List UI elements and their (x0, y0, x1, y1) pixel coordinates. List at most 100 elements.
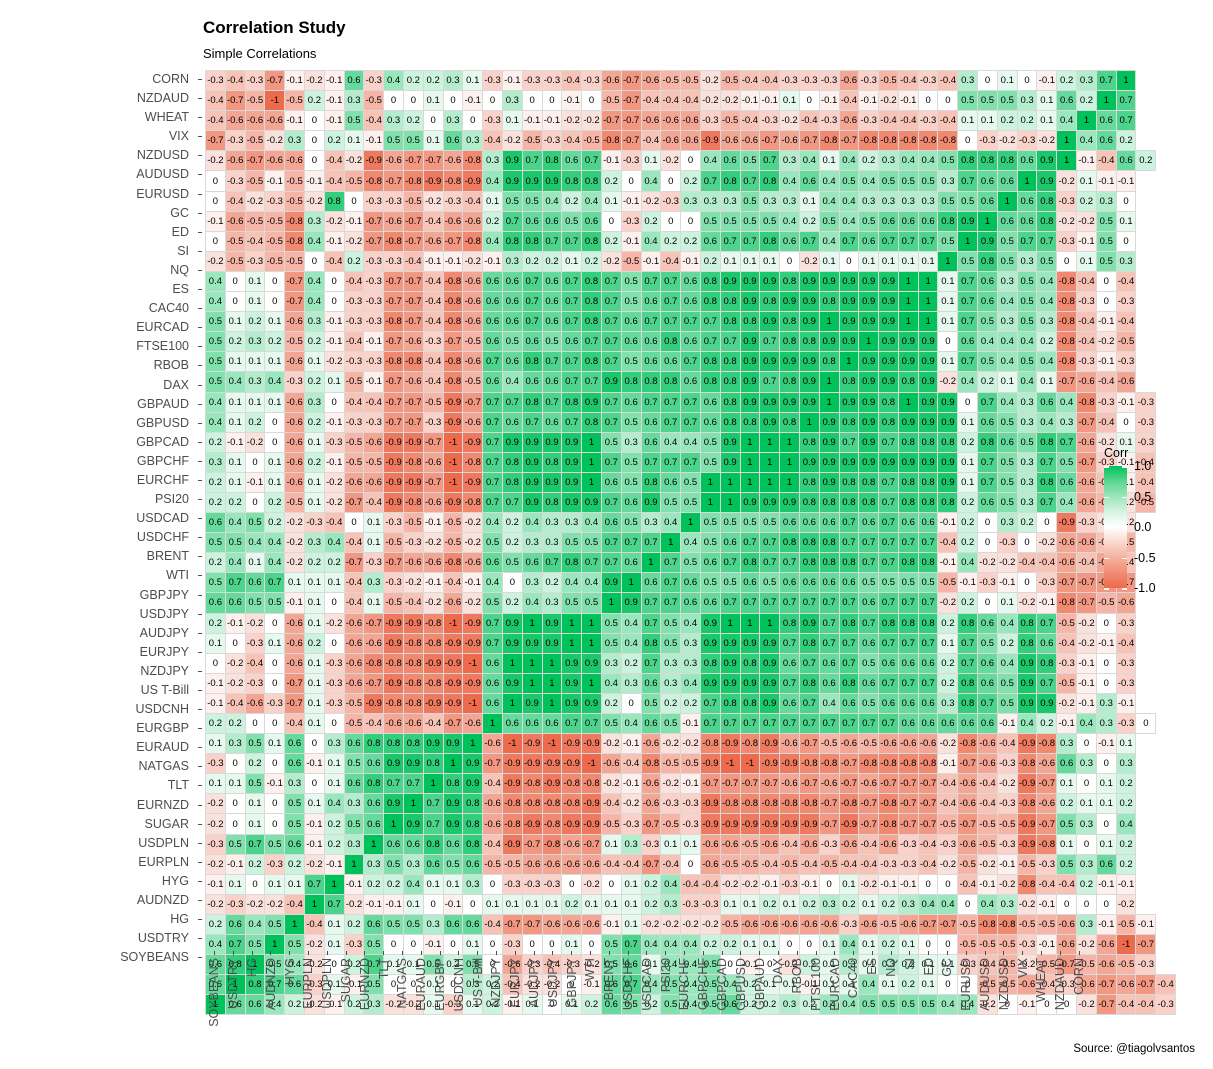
heatmap-cell: 0.3 (897, 190, 919, 212)
heatmap-cell: 0.5 (759, 512, 781, 534)
heatmap-cell: 0 (917, 90, 939, 112)
heatmap-cell: -0.3 (897, 853, 919, 875)
heatmap-cell: -0.6 (462, 210, 484, 232)
heatmap-cell: 0.5 (600, 431, 622, 453)
heatmap-cell: 0.7 (977, 471, 998, 493)
heatmap-cell: -0.9 (462, 471, 484, 493)
heatmap-row: 0.1 0.3 0.5 0.1 0.6 0 0.3 0.6 0.8 0.8 0.8 0.9 0.9 1 -0… (205, 733, 1176, 755)
heatmap-cell: 0.2 (303, 632, 325, 654)
heatmap-cell: 0.9 (917, 391, 939, 413)
heatmap-cell: 1 (561, 632, 583, 654)
heatmap-cell: 0.1 (343, 130, 365, 152)
heatmap-cell: -0.2 (1016, 893, 1038, 915)
heatmap-cell: 0.9 (581, 652, 602, 674)
heatmap-cell: -0.7 (343, 552, 365, 574)
heatmap-cell: 0.2 (303, 90, 325, 112)
heatmap-cell: 0.5 (501, 190, 523, 212)
heatmap-cell: 0.1 (501, 110, 523, 132)
heatmap-cell: -0.1 (323, 110, 345, 132)
heatmap-cell: 0.2 (759, 893, 781, 915)
heatmap-cell: 0.7 (581, 712, 602, 735)
heatmap-cell: 0.8 (699, 291, 721, 313)
heatmap-cell: 0.7 (719, 230, 741, 252)
heatmap-cell: -0.8 (917, 130, 939, 152)
heatmap-cell: -0.5 (680, 753, 701, 775)
heatmap-cell: -0.1 (1095, 873, 1117, 895)
heatmap-cell: -0.8 (284, 230, 305, 252)
heatmap-cell: 0.6 (897, 512, 919, 534)
heatmap-cell: -0.6 (838, 733, 860, 755)
heatmap-cell: -0.4 (422, 371, 444, 393)
heatmap-cell: 0 (264, 753, 286, 775)
heatmap-cell: -0.7 (897, 773, 919, 795)
heatmap-cell: 0.3 (303, 311, 325, 333)
heatmap-cell: 0.3 (878, 954, 899, 976)
heatmap-cell: 0.2 (205, 612, 226, 634)
heatmap-cell: -0.6 (422, 230, 444, 252)
heatmap-cell: 0.5 (996, 471, 1018, 493)
heatmap-cell: 0.3 (383, 110, 404, 132)
heatmap-cell: 0.7 (759, 150, 781, 172)
heatmap-cell: -0.1 (482, 250, 503, 272)
heatmap-cell: 0.9 (818, 451, 840, 473)
heatmap-cell: 0 (581, 90, 602, 112)
heatmap-cell: 0.3 (937, 692, 959, 715)
heatmap-cell: -0.5 (501, 853, 523, 875)
heatmap-cell: 0.1 (620, 873, 642, 895)
heatmap-cell: 0.8 (779, 270, 800, 293)
heatmap-cell: 1 (818, 371, 840, 393)
legend-tick (1104, 557, 1127, 559)
heatmap-cell: -0.5 (878, 69, 899, 92)
heatmap-cell: -0.4 (482, 773, 503, 795)
heatmap-cell: -0.6 (383, 150, 404, 172)
heatmap-cell: 1 (1016, 170, 1038, 192)
heatmap-cell: -0.8 (818, 130, 840, 152)
heatmap-cell: 0.5 (739, 150, 761, 172)
heatmap-cell: 0.4 (323, 532, 345, 554)
heatmap-cell: 0.9 (1016, 692, 1038, 715)
heatmap-cell: 0.2 (205, 491, 226, 514)
heatmap-cell: 0.2 (561, 190, 583, 212)
heatmap-cell: 0.6 (1016, 190, 1038, 212)
heatmap-cell: -0.4 (996, 733, 1018, 755)
heatmap-cell: -0.4 (1036, 974, 1058, 996)
heatmap-cell: -0.1 (363, 371, 385, 393)
heatmap-cell: 0.9 (937, 411, 959, 433)
heatmap-cell: 0.8 (581, 351, 602, 373)
heatmap-cell: -0.5 (462, 371, 484, 393)
heatmap-cell: -0.2 (462, 532, 484, 554)
heatmap-cell: -0.1 (1036, 934, 1058, 956)
heatmap-cell: -0.6 (818, 773, 840, 795)
heatmap-cell: 0.8 (640, 471, 662, 493)
heatmap-cell: -0.7 (838, 130, 860, 152)
heatmap-cell: -0.7 (343, 491, 365, 514)
heatmap-cell: -0.6 (581, 913, 602, 936)
heatmap-cell: 0.1 (878, 250, 899, 272)
heatmap-cell: 0.6 (937, 712, 959, 735)
heatmap-cell: -0.6 (600, 753, 622, 775)
heatmap-cell: 0.9 (699, 632, 721, 654)
heatmap-cell: 0.3 (1095, 692, 1117, 715)
heatmap-cell: -0.5 (957, 853, 979, 875)
heatmap-cell: 0.8 (719, 291, 741, 313)
heatmap-cell: 0.9 (541, 612, 563, 634)
heatmap-cell: -0.3 (363, 270, 385, 293)
heatmap-cell: -0.8 (521, 773, 543, 795)
heatmap-cell: 0.9 (798, 311, 820, 333)
heatmap-cell: 0.7 (858, 532, 880, 554)
heatmap-cell: 0.4 (501, 371, 523, 393)
x-axis-label: NATGAS (395, 958, 410, 1009)
heatmap-cell: -0.4 (1036, 873, 1058, 895)
heatmap-cell: 0.9 (858, 311, 880, 333)
heatmap-cell: 0.9 (878, 371, 899, 393)
heatmap-cell: 0.3 (1056, 733, 1078, 755)
heatmap-cell: -0.1 (501, 69, 523, 92)
x-axis-label: BRENT (602, 958, 617, 1001)
heatmap-cell: -0.3 (1115, 712, 1137, 735)
heatmap-cell: -0.1 (1115, 873, 1137, 895)
heatmap-cell: -0.5 (422, 391, 444, 413)
heatmap-cell: -0.4 (838, 90, 860, 112)
heatmap-cell: 0.8 (897, 612, 919, 634)
heatmap-cell: 0.8 (501, 451, 523, 473)
heatmap-cell: -0.1 (284, 69, 305, 92)
